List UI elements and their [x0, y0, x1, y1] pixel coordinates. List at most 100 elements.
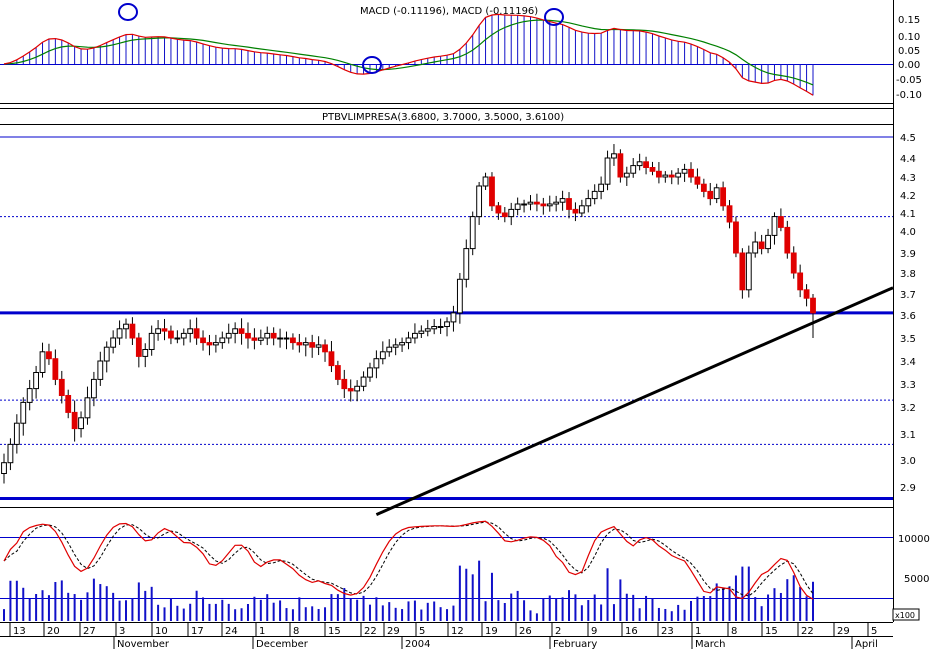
candle-body: [39, 351, 46, 373]
macd-signal-line: [3, 19, 814, 86]
price-tick: 3.4: [900, 357, 916, 368]
candle-body: [598, 183, 605, 192]
x-day-label: 5: [419, 626, 425, 637]
candle-body: [450, 312, 457, 323]
candle-body: [116, 328, 123, 339]
x-day-label: 13: [13, 626, 26, 637]
x-month-label: 2004: [405, 639, 430, 649]
candle-body: [745, 252, 752, 291]
x-month-label: November: [117, 639, 170, 649]
price-tick: 2.9: [900, 483, 916, 494]
candle-body: [296, 342, 303, 346]
candle-body: [341, 378, 348, 390]
x-month-label: April: [855, 639, 878, 649]
candle-body: [322, 344, 328, 353]
x-day-label: 2: [555, 626, 561, 637]
candle-body: [649, 167, 656, 172]
candle-body: [694, 176, 701, 185]
candle-body: [78, 417, 84, 430]
candlestick-series: [1, 144, 816, 484]
candle-body: [611, 153, 617, 159]
candle-body: [270, 332, 277, 339]
x-day-label: 5: [871, 626, 877, 637]
candle-body: [20, 401, 27, 424]
candle-body: [495, 205, 502, 214]
candle-body: [623, 172, 630, 178]
candle-body: [277, 337, 283, 340]
trend-line: [375, 286, 894, 516]
candle-body: [135, 337, 142, 357]
candle-body: [482, 176, 489, 187]
price-y-axis: 4.5 4.4 4.3 4.2 4.1 4.0 3.9 3.8 3.7 3.6 …: [900, 133, 916, 494]
candle-body: [354, 385, 361, 392]
candle-body: [508, 208, 515, 218]
candle-body: [534, 201, 540, 205]
x-day-label: 15: [328, 626, 341, 637]
macd-panel: [0, 3, 893, 96]
candle-body: [668, 174, 675, 178]
volume-tick: 10000: [898, 534, 930, 545]
candle-body: [65, 395, 72, 413]
x-day-label: 12: [451, 626, 464, 637]
candle-body: [630, 165, 637, 174]
candle-body: [559, 198, 566, 203]
candle-body: [424, 328, 431, 332]
x-day-label: 27: [83, 626, 96, 637]
candle-body: [566, 198, 572, 210]
candle-body: [456, 278, 463, 314]
candle-body: [379, 351, 386, 360]
candle-body: [655, 170, 662, 178]
candle-body: [367, 367, 373, 378]
price-tick: 4.3: [900, 173, 916, 184]
candle-body: [546, 203, 553, 207]
candle-body: [739, 252, 746, 291]
candle-body: [123, 323, 129, 330]
candle-body: [501, 212, 508, 218]
candle-body: [334, 365, 341, 380]
macd-line: [3, 13, 814, 96]
candle-body: [777, 216, 784, 228]
price-tick: 3.2: [900, 403, 916, 414]
candle-body: [662, 174, 669, 178]
candle-body: [206, 342, 213, 346]
x-day-label: 26: [519, 626, 532, 637]
candle-body: [578, 205, 585, 214]
x-day-label: 16: [625, 626, 638, 637]
macd-tick: -0.10: [896, 90, 922, 101]
candle-body: [148, 332, 155, 350]
candle-body: [360, 376, 367, 387]
candle-body: [790, 252, 797, 274]
candle-body: [431, 326, 438, 330]
candle-body: [283, 337, 290, 340]
candle-body: [90, 378, 97, 399]
candle-body: [469, 216, 476, 250]
candle-body: [251, 337, 258, 341]
candle-body: [540, 203, 547, 207]
candle-body: [675, 172, 682, 178]
price-tick: 4.2: [900, 191, 916, 202]
candle-body: [591, 190, 598, 200]
x-day-label: 17: [191, 626, 204, 637]
candle-body: [200, 337, 206, 344]
candle-body: [212, 342, 219, 346]
candle-body: [585, 198, 592, 207]
candle-body: [771, 216, 778, 236]
candle-body: [174, 337, 181, 340]
candle-body: [245, 332, 251, 339]
candle-body: [514, 203, 521, 210]
candle-body: [71, 411, 78, 430]
candle-body: [232, 328, 239, 334]
price-tick: 4.0: [900, 227, 916, 238]
price-tick: 3.5: [900, 334, 916, 345]
candle-body: [264, 332, 271, 339]
candle-body: [700, 183, 707, 192]
x-day-label: 24: [225, 626, 238, 637]
stoch-d-line: [3, 521, 814, 597]
x-day-label: 15: [765, 626, 778, 637]
macd-tick: 0.15: [898, 15, 920, 26]
candle-body: [399, 342, 405, 346]
volume-tick: 5000: [904, 574, 929, 585]
x-day-label: 3: [119, 626, 125, 637]
candle-body: [58, 378, 65, 396]
